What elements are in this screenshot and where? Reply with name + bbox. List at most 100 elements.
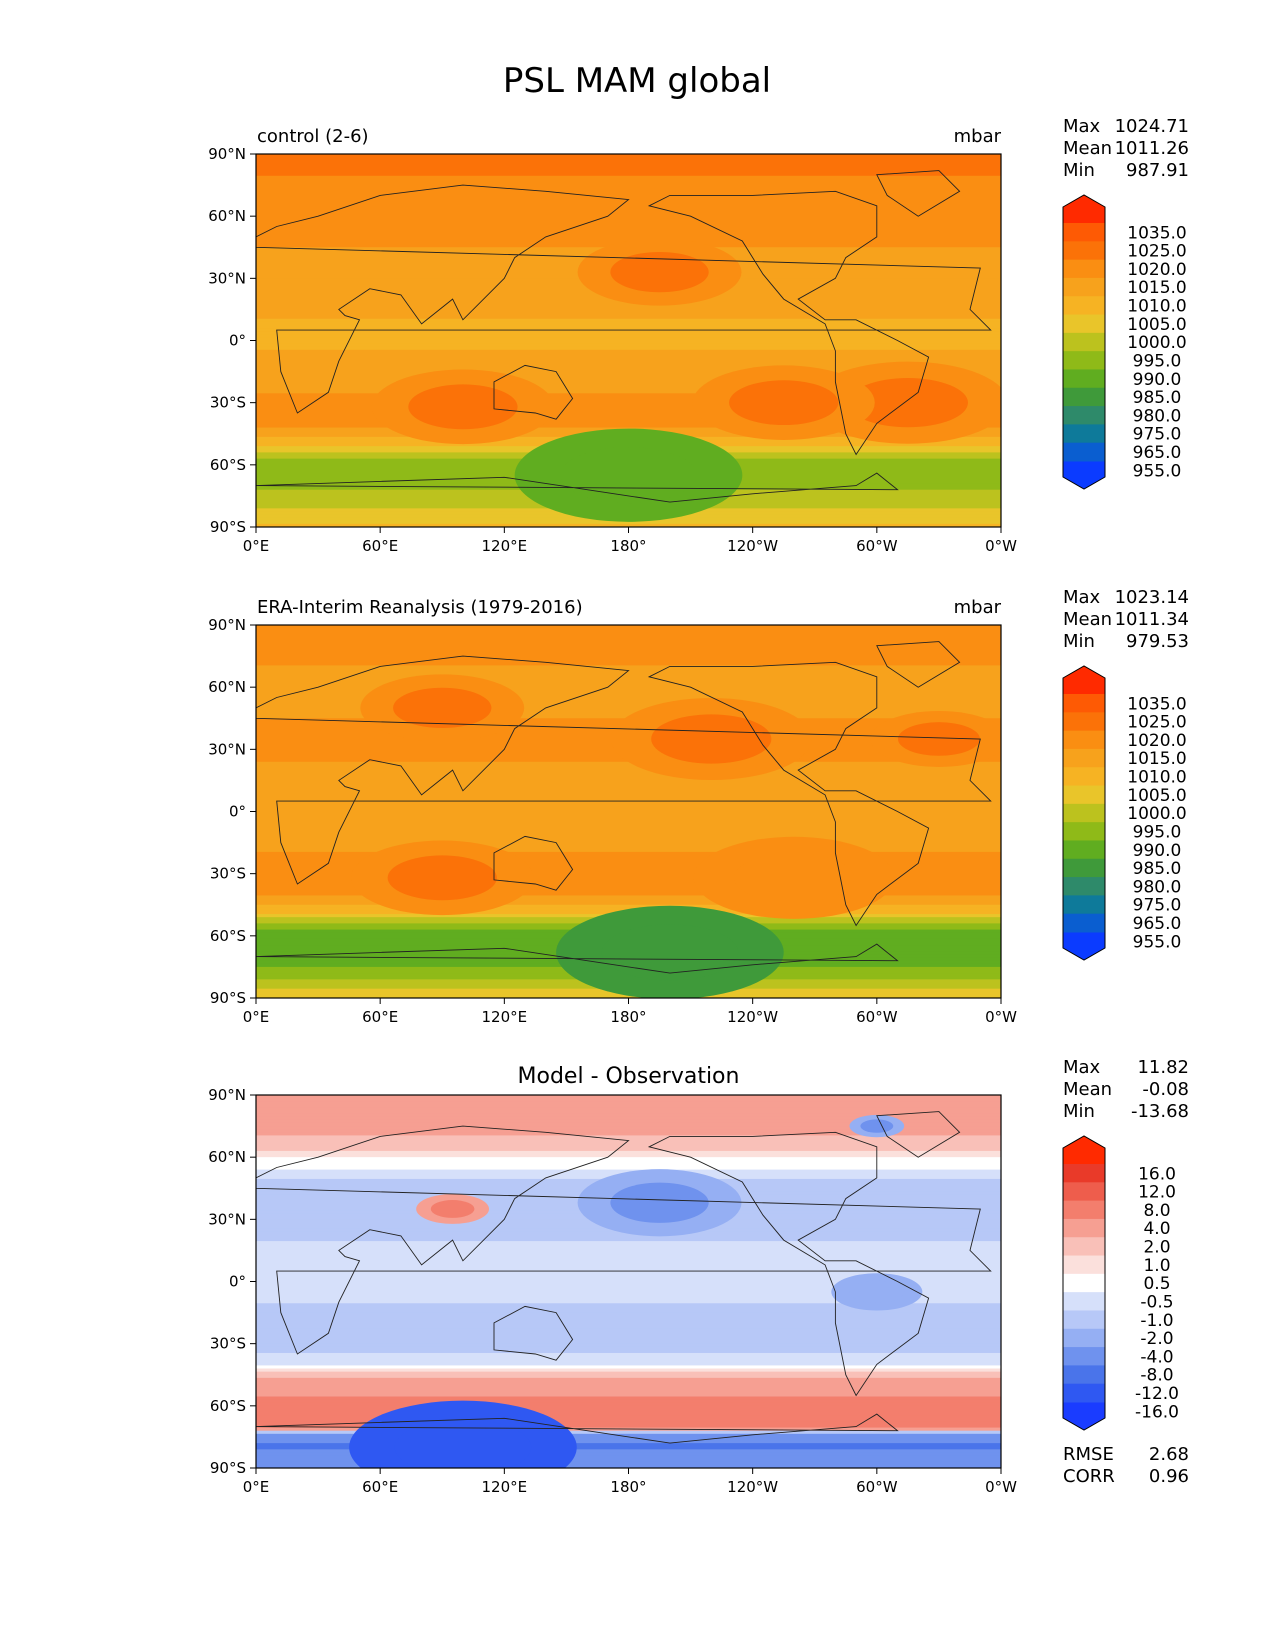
contour-band [256,1150,1001,1155]
coastline [647,1131,930,1397]
colorbar-label: 965.0 [1133,443,1182,463]
colorbar-swatch [1063,730,1105,750]
colorbar-swatch [1063,1255,1105,1275]
contour-band [256,1126,1001,1130]
contour-band [256,200,1001,205]
y-tick-label: 60°N [208,207,246,225]
coastline [647,190,930,456]
contour-band [256,371,1001,376]
contour-feature [651,714,772,764]
x-tick-label: 0°W [985,537,1017,555]
contour-band [256,625,1001,629]
contour-band [256,188,1001,192]
colorbar-extend-min [1063,1402,1105,1430]
contour-band [256,1371,1001,1376]
contour-band [256,1430,1001,1435]
contour-band [256,520,1001,525]
contour-band [256,1405,1001,1410]
x-tick-label: 120°E [482,537,528,555]
contour-band [256,904,1001,909]
x-tick-label: 60°E [362,1008,398,1026]
colorbar-swatch [1063,1347,1105,1366]
contour-band [256,767,1001,772]
x-tick-label: 180° [610,1008,646,1026]
colorbar-swatch [1063,332,1105,352]
colorbar-extend-min [1063,461,1105,489]
colorbar-swatch [1063,1237,1105,1257]
x-tick-label: 180° [610,537,646,555]
panel-title: ERA-Interim Reanalysis (1979-2016) [257,597,583,618]
coastline [256,1125,992,1355]
contour-band [256,848,1001,853]
contour-band [256,334,1001,338]
x-tick-label: 120°W [727,1008,778,1026]
contour-feature [847,378,968,428]
stat-value: 979.53 [1126,631,1189,652]
contour-band [256,1237,1001,1242]
contour-band [256,1415,1001,1419]
contour-feature [860,1119,894,1133]
contour-band [256,1141,1001,1146]
stat-value: 1011.26 [1115,138,1189,159]
colorbar-label: 12.0 [1138,1183,1176,1203]
colorbar-label: 980.0 [1133,877,1182,897]
contour-band [256,1387,1001,1391]
contour-band [256,783,1001,788]
stat-label: Max [1063,587,1101,608]
x-tick-label: 60°W [856,1008,898,1026]
contour-band [256,1365,1001,1370]
contour-band [256,393,1001,398]
contour-band [256,684,1001,688]
contour-band [256,1362,1001,1367]
stat-value: -0.08 [1142,1079,1189,1100]
contour-band [256,303,1001,307]
contour-band [256,771,1001,775]
contour-band [256,321,1001,326]
contour-band [256,631,1001,635]
contour-band [256,1132,1001,1137]
contour-band [256,377,1001,382]
map-field [256,154,1001,527]
contour-band [256,1122,1001,1127]
contour-band [256,780,1001,785]
contour-band [256,1449,1001,1454]
contour-band [256,898,1001,903]
contour-band [256,1390,1001,1394]
contour-band [256,163,1001,168]
contour-band [256,705,1001,710]
contour-feature [733,853,855,903]
colorbar-label: 4.0 [1143,1219,1170,1239]
contour-band [256,1169,1001,1174]
colorbar-swatch [1063,712,1105,732]
colorbar-label: 1000.0 [1127,804,1186,824]
colorbar-label: -4.0 [1140,1347,1173,1367]
contour-band [256,1284,1001,1289]
x-tick-label: 0°W [985,1478,1017,1496]
stat-value: 1024.71 [1115,116,1189,137]
contour-band [256,166,1001,171]
contour-band [256,349,1001,354]
x-tick-label: 0°W [985,1008,1017,1026]
y-tick-label: 90°S [210,989,246,1007]
coastline [876,641,961,688]
contour-band [256,855,1001,859]
contour-band [256,1443,1001,1447]
contour-band [256,1265,1001,1270]
contour-band [256,424,1001,429]
contour-band [256,895,1001,900]
contour-band [256,1312,1001,1317]
contour-band [256,643,1001,648]
colorbar-label: 1.0 [1143,1256,1170,1276]
colorbar-swatch [1063,1273,1105,1293]
contour-band [256,1272,1001,1276]
contour-band [256,851,1001,856]
contour-band [256,1104,1001,1109]
contour-band [256,1287,1001,1292]
contour-band [256,222,1001,227]
colorbar-label: 985.0 [1133,859,1182,879]
contour-band [256,365,1001,370]
colorbar-label: 1035.0 [1127,223,1186,243]
panel-title: Model - Observation [518,1064,740,1089]
contour-band [256,777,1001,782]
